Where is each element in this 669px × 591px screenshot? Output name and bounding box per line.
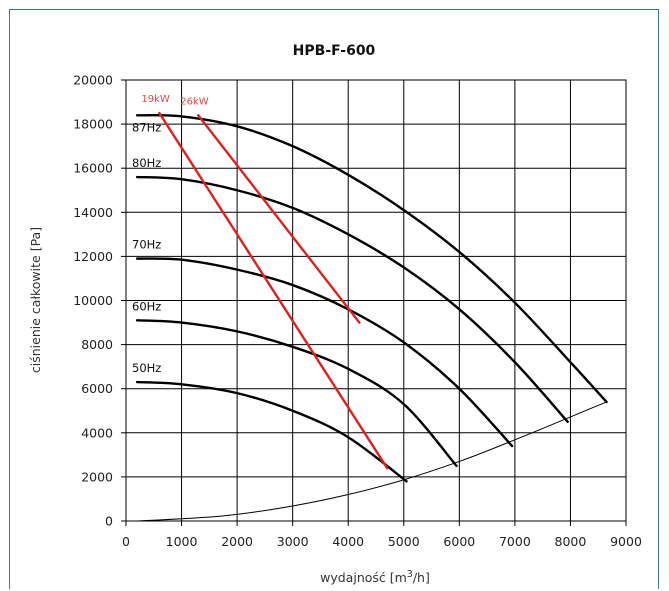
y-tick-label: 10000: [73, 293, 113, 308]
series-system-curve: [136, 401, 608, 522]
x-tick-label: 7000: [499, 534, 531, 549]
series-50hz: [135, 380, 408, 483]
y-tick-label: 0: [105, 514, 113, 529]
ticks-group: 0 1000 2000 3000 4000 5000 6000 7000 8000 9000 0 20…: [73, 73, 642, 550]
y-tick-label: 18000: [73, 117, 113, 132]
x-tick-label: 6000: [443, 534, 475, 549]
chart-title: HPB-F-600: [293, 43, 376, 59]
series-label-87hz: 87Hz: [132, 120, 161, 134]
chart-frame: [9, 9, 659, 589]
x-tick-label: 2000: [221, 534, 253, 549]
x-tick-label: 0: [122, 534, 130, 549]
x-axis-label: wydajność [m3/h]: [320, 569, 430, 585]
series-label-60hz: 60Hz: [132, 299, 161, 313]
y-tick-label: 16000: [73, 161, 113, 176]
series-label-19kw: 19kW: [141, 94, 170, 105]
series-70hz: [135, 257, 514, 448]
series-label-50hz: 50Hz: [132, 361, 161, 375]
series-label-26kw: 26kW: [180, 96, 209, 107]
y-tick-label: 2000: [81, 469, 113, 484]
y-axis-label: ciśnienie całkowite [Pa]: [28, 227, 43, 373]
x-tick-label: 9000: [610, 534, 642, 549]
series-label-70hz: 70Hz: [132, 238, 161, 252]
labels-group: 87Hz 80Hz 70Hz 60Hz 50Hz 19kW 26kW: [132, 94, 209, 375]
series-80hz: [135, 175, 569, 423]
y-tick-label: 4000: [81, 425, 113, 440]
x-tick-label: 1000: [166, 534, 198, 549]
series-26kw: [197, 114, 361, 324]
series-19kw: [158, 111, 389, 470]
y-tick-label: 20000: [73, 73, 113, 88]
series-60hz: [135, 319, 458, 468]
x-tick-label: 4000: [332, 534, 364, 549]
series-group: [135, 111, 608, 522]
x-tick-label: 5000: [388, 534, 420, 549]
x-tick-label: 8000: [555, 534, 587, 549]
x-tick-label: 3000: [277, 534, 309, 549]
grid: [121, 79, 627, 526]
series-label-80hz: 80Hz: [132, 156, 161, 170]
series-87hz: [135, 114, 608, 404]
y-tick-label: 8000: [81, 337, 113, 352]
y-tick-label: 14000: [73, 205, 113, 220]
y-tick-label: 12000: [73, 249, 113, 264]
y-tick-label: 6000: [81, 381, 113, 396]
